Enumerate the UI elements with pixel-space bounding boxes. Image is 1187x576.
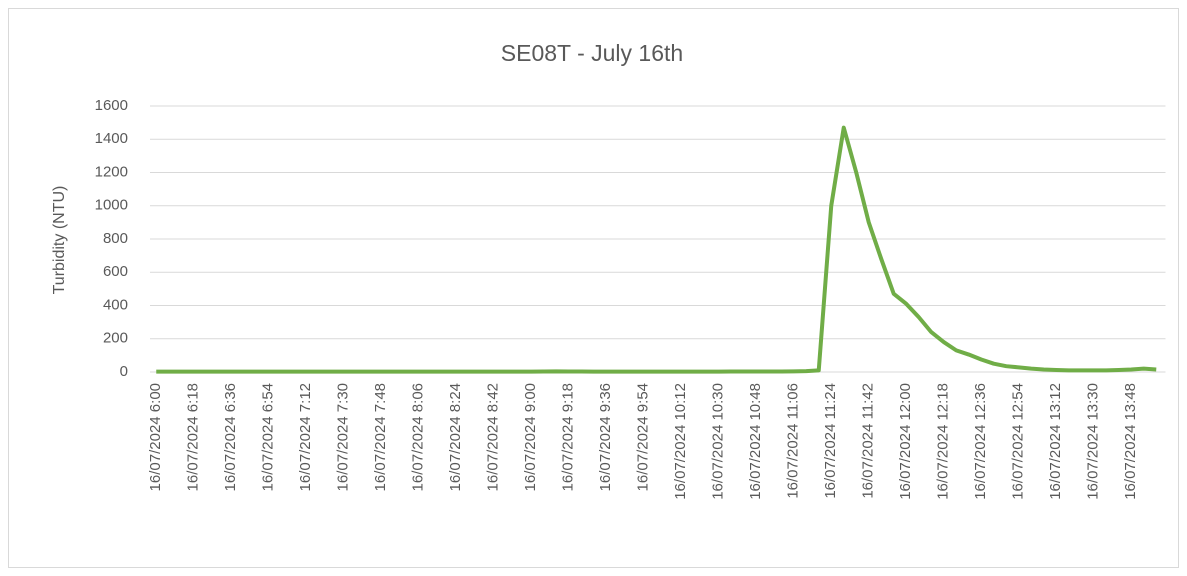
- y-tick-label: 0: [120, 363, 128, 380]
- data-line: [156, 125, 1157, 374]
- x-tick-label: 16/07/2024 11:24: [822, 383, 839, 499]
- y-tick-label: 1200: [95, 163, 128, 180]
- y-tick-label: 1000: [95, 197, 128, 214]
- x-tick-label: 16/07/2024 6:00: [147, 383, 164, 491]
- x-tick-label: 16/07/2024 6:36: [222, 383, 239, 491]
- x-tick-label: 16/07/2024 8:42: [485, 383, 502, 491]
- y-axis-label: Turbidity (NTU): [51, 186, 68, 295]
- x-tick-label: 16/07/2024 6:18: [185, 383, 202, 491]
- x-tick-label: 16/07/2024 10:48: [747, 383, 764, 500]
- x-tick-label: 16/07/2024 12:36: [972, 383, 989, 500]
- y-tick-label: 1400: [95, 130, 128, 147]
- x-tick-label: 16/07/2024 13:12: [1047, 383, 1064, 500]
- x-tick-label: 16/07/2024 13:30: [1085, 383, 1102, 500]
- x-tick-label: 16/07/2024 8:24: [447, 383, 464, 491]
- x-tick-label: 16/07/2024 9:00: [522, 383, 539, 491]
- x-tick-label: 16/07/2024 11:42: [860, 383, 877, 499]
- x-tick-label: 16/07/2024 9:18: [560, 383, 577, 491]
- x-tick-label: 16/07/2024 10:30: [710, 383, 727, 500]
- x-tick-label: 16/07/2024 9:36: [597, 383, 614, 491]
- x-tick-label: 16/07/2024 12:54: [1010, 383, 1027, 500]
- y-tick-label: 200: [103, 330, 128, 347]
- x-tick-label: 16/07/2024 10:12: [672, 383, 689, 500]
- x-tick-label: 16/07/2024 7:48: [372, 383, 389, 491]
- x-tick-label: 16/07/2024 7:30: [335, 383, 352, 491]
- x-tick-label: 16/07/2024 6:54: [260, 383, 277, 491]
- chart-border: [8, 8, 1179, 568]
- chart-title: SE08T - July 16th: [501, 40, 683, 66]
- x-tick-label: 16/07/2024 9:54: [635, 383, 652, 491]
- y-tick-label: 800: [103, 230, 128, 247]
- y-tick-label: 400: [103, 296, 128, 313]
- x-tick-label: 16/07/2024 12:18: [935, 383, 952, 500]
- x-tick-label: 16/07/2024 8:06: [410, 383, 427, 491]
- x-tick-label: 16/07/2024 12:00: [897, 383, 914, 500]
- y-tick-label: 1600: [95, 97, 128, 114]
- x-tick-label: 16/07/2024 13:48: [1122, 383, 1139, 500]
- x-tick-label: 16/07/2024 11:06: [785, 383, 802, 499]
- x-tick-label: 16/07/2024 7:12: [297, 383, 314, 491]
- y-tick-label: 600: [103, 263, 128, 280]
